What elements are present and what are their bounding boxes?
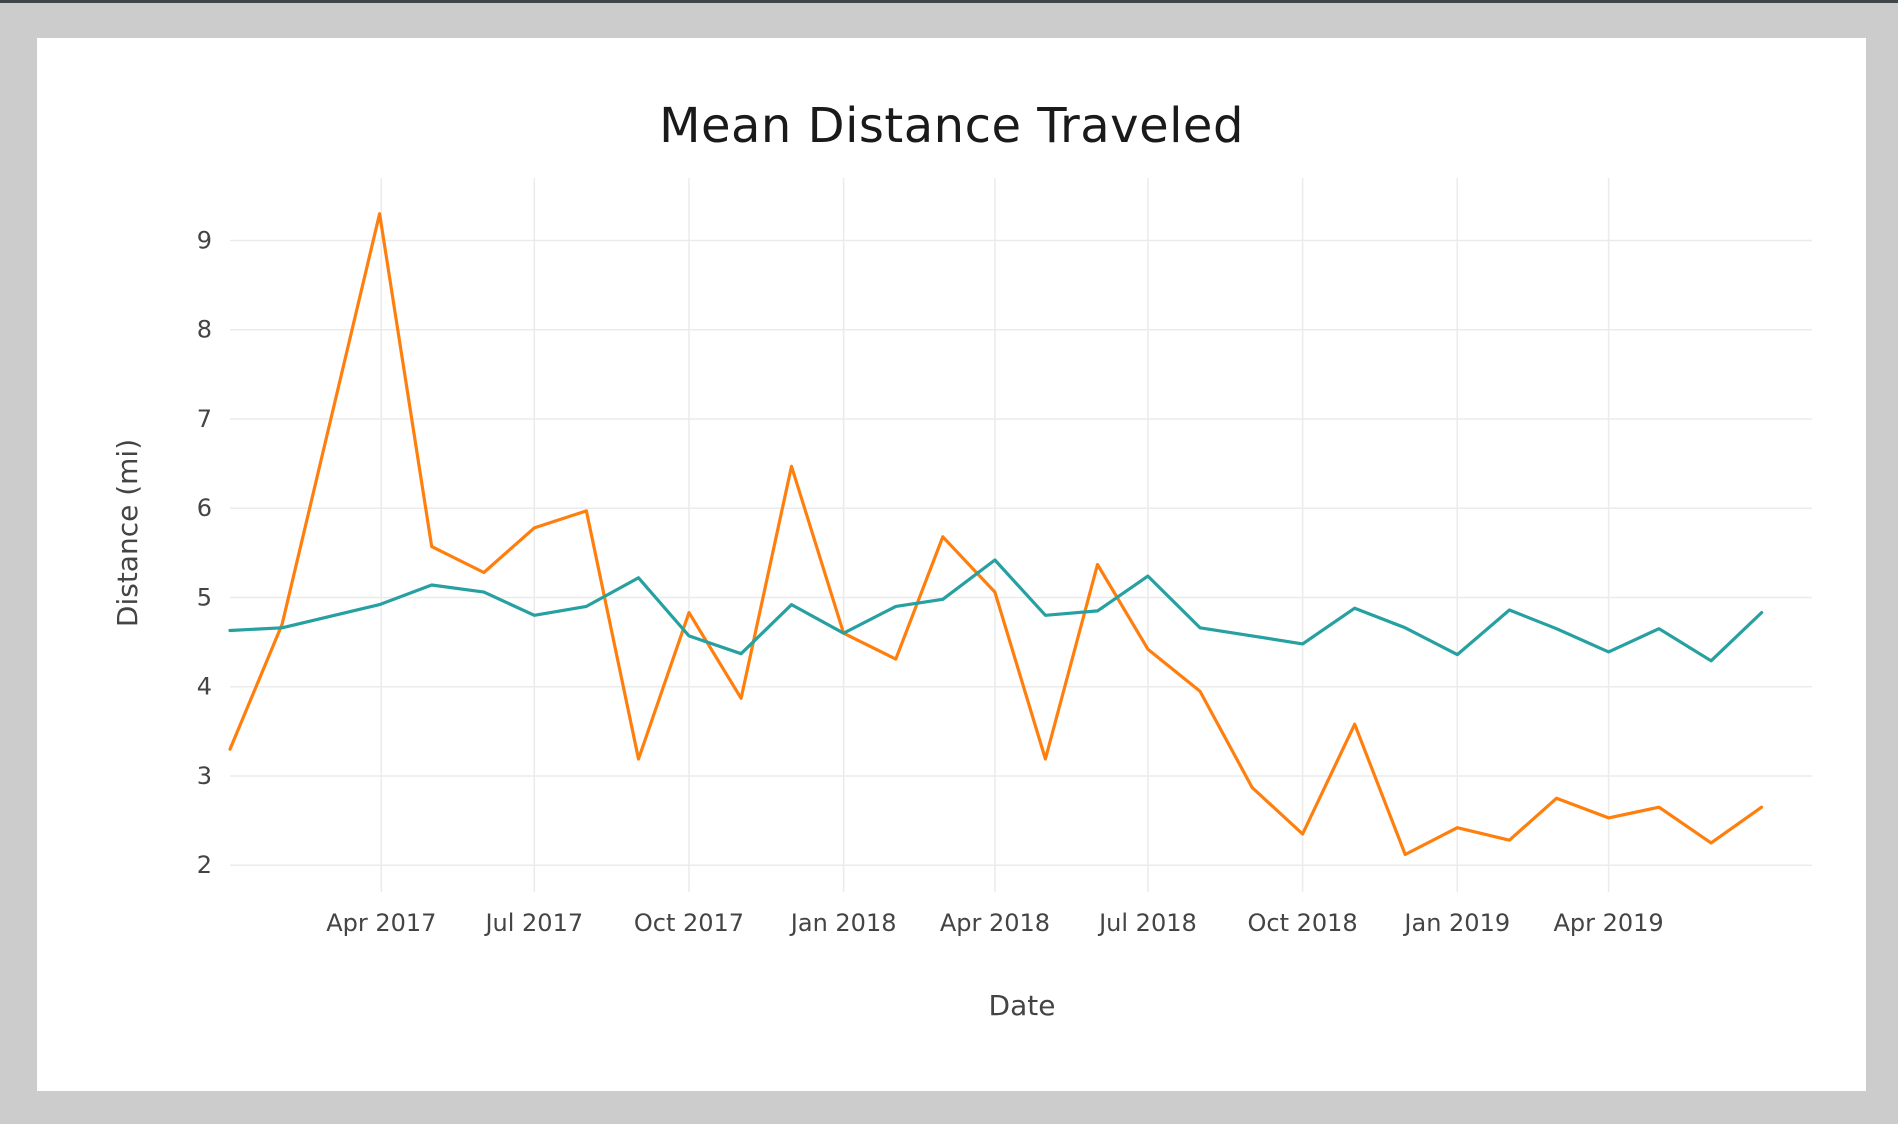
chart-panel: Mean Distance Traveled 2 3 4 5 6 7 8 9 Apr 2017… <box>37 38 1866 1091</box>
y-tick-label: 2 <box>197 851 212 879</box>
x-tick-label: Jan 2018 <box>789 909 897 937</box>
y-tick-label: 3 <box>197 762 212 790</box>
y-tick-label: 8 <box>197 316 212 344</box>
series-line-2 <box>228 558 1764 663</box>
x-tick-label: Jan 2019 <box>1402 909 1510 937</box>
x-tick-label: Oct 2018 <box>1247 909 1357 937</box>
y-tick-label: 5 <box>197 583 212 611</box>
line-chart: 2 3 4 5 6 7 8 9 Apr 2017 Jul 2017 Oct 2017 Jan 201… <box>111 178 1812 1022</box>
x-tick-label: Apr 2018 <box>940 909 1050 937</box>
y-tick-label: 9 <box>197 226 212 254</box>
x-tick-label: Jul 2017 <box>483 909 583 937</box>
y-tick-label: 7 <box>197 405 212 433</box>
y-axis-ticks: 2 3 4 5 6 7 8 9 <box>197 226 212 879</box>
x-tick-label: Apr 2019 <box>1553 909 1663 937</box>
y-axis-title: Distance (mi) <box>111 439 144 627</box>
y-tick-label: 4 <box>197 673 212 701</box>
top-border <box>0 0 1898 3</box>
series-line-1 <box>228 212 1764 857</box>
x-tick-label: Apr 2017 <box>326 909 436 937</box>
grid-lines <box>230 178 1812 892</box>
x-tick-label: Oct 2017 <box>634 909 744 937</box>
series-lines <box>228 212 1764 857</box>
x-axis-ticks: Apr 2017 Jul 2017 Oct 2017 Jan 2018 Apr 2018… <box>326 909 1664 937</box>
x-tick-label: Jul 2018 <box>1097 909 1197 937</box>
y-tick-label: 6 <box>197 494 212 522</box>
chart-title: Mean Distance Traveled <box>659 98 1244 154</box>
x-axis-title: Date <box>989 989 1056 1022</box>
